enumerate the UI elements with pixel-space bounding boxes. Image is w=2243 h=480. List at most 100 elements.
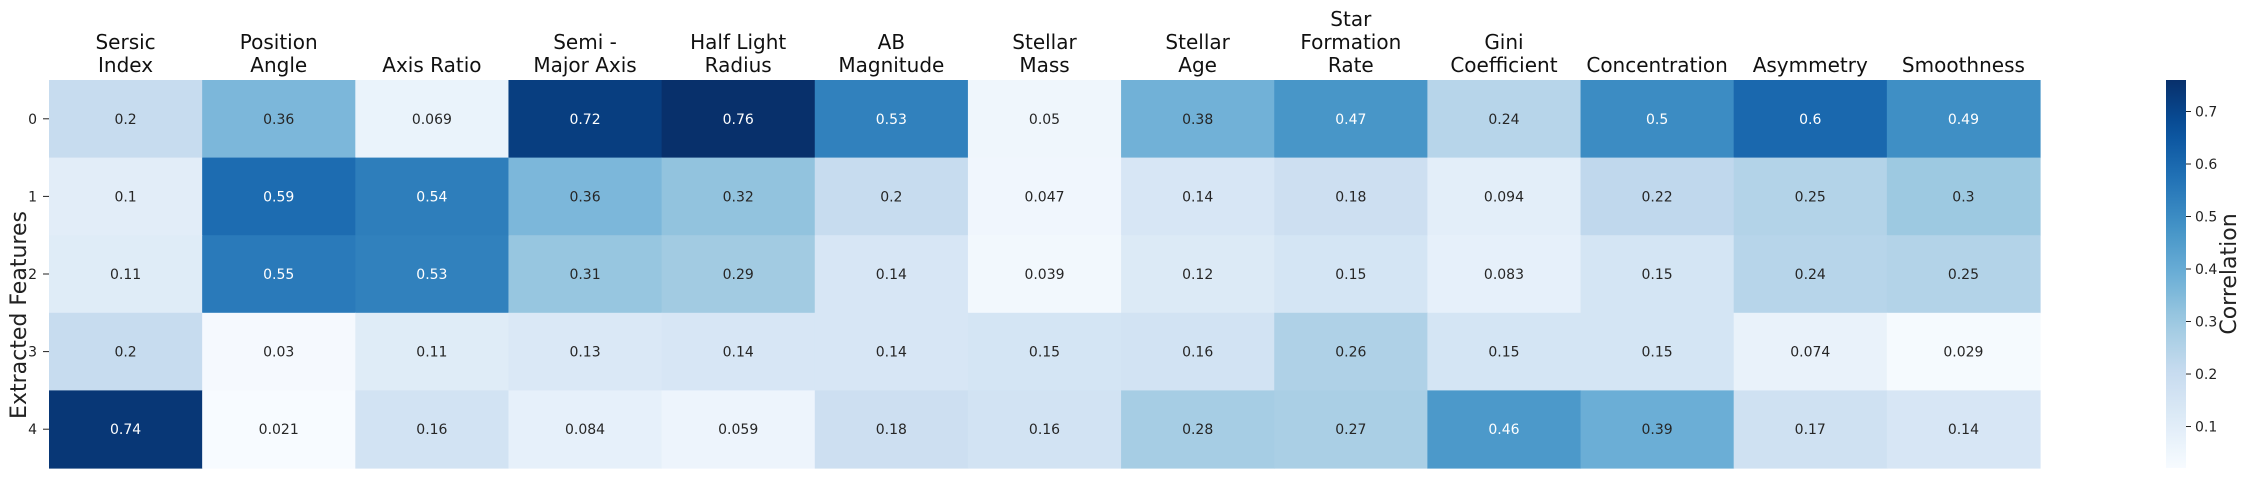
heatmap-cell	[814, 157, 969, 236]
heatmap-cell	[1427, 157, 1582, 236]
cell-value-label: 0.72	[569, 112, 600, 128]
cell-value-label: 0.3	[1952, 189, 1974, 205]
heatmap-cell	[355, 157, 510, 236]
cell-value-label: 0.55	[263, 267, 294, 283]
cell-value-label: 0.16	[416, 422, 447, 438]
cell-value-label: 0.039	[1024, 267, 1064, 283]
colorbar: 0.1 0.2 0.3 0.4 0.5 0.6 0.7 Correlation	[2166, 80, 2242, 468]
heatmap-cell	[967, 390, 1122, 469]
heatmap-cell	[508, 235, 663, 314]
cell-value-label: 0.6	[1799, 112, 1821, 128]
cell-value-label: 0.15	[1488, 345, 1519, 361]
heatmap-cell	[1733, 235, 1888, 314]
cell-value-label: 0.14	[876, 345, 907, 361]
heatmap-cell	[661, 80, 816, 159]
column-label: AB	[878, 30, 905, 54]
row-label: 3	[28, 345, 37, 361]
cell-value-label: 0.094	[1484, 189, 1524, 205]
heatmap-cell	[508, 312, 663, 391]
heatmap-cell	[49, 312, 203, 391]
heatmap-cell	[1427, 80, 1582, 159]
cell-value-label: 0.17	[1795, 422, 1826, 438]
heatmap-cell	[1886, 235, 2041, 314]
column-label: Age	[1178, 53, 1217, 77]
cell-value-label: 0.31	[569, 267, 600, 283]
heatmap-cell	[1121, 390, 1275, 469]
cell-value-label: 0.14	[723, 345, 754, 361]
heatmap-cell	[508, 390, 663, 469]
cell-value-label: 0.53	[876, 112, 907, 128]
cell-value-label: 0.32	[723, 189, 754, 205]
column-label: Rate	[1328, 53, 1374, 77]
cell-value-label: 0.029	[1943, 345, 1983, 361]
heatmap-cell	[1886, 390, 2041, 469]
column-label: Radius	[705, 53, 772, 77]
cell-value-label: 0.36	[569, 189, 600, 205]
column-label: Mass	[1019, 53, 1069, 77]
cell-value-label: 0.18	[1335, 189, 1366, 205]
colorbar-tick-label: 0.6	[2195, 157, 2217, 173]
heatmap-cell	[355, 235, 510, 314]
cell-value-label: 0.12	[1182, 267, 1213, 283]
cell-value-label: 0.1	[114, 189, 136, 205]
heatmap-cell	[49, 80, 203, 159]
cell-value-label: 0.29	[723, 267, 754, 283]
heatmap-cell	[967, 80, 1122, 159]
heatmap-cell	[1274, 235, 1428, 314]
colorbar-tick-label: 0.4	[2195, 262, 2217, 278]
heatmap-cell	[355, 80, 510, 159]
cell-value-label: 0.15	[1029, 345, 1060, 361]
heatmap-cell	[508, 80, 663, 159]
cell-value-label: 0.39	[1642, 422, 1673, 438]
heatmap-cell	[355, 312, 510, 391]
cell-value-label: 0.18	[876, 422, 907, 438]
cell-value-label: 0.26	[1335, 345, 1366, 361]
heatmap-cell	[1427, 312, 1582, 391]
heatmap-cell	[1580, 235, 1735, 314]
column-label: Magnitude	[838, 53, 944, 77]
heatmap-cell	[202, 157, 356, 236]
cell-value-label: 0.22	[1642, 189, 1673, 205]
cell-value-label: 0.2	[114, 112, 136, 128]
colorbar-tick-label: 0.1	[2195, 420, 2217, 436]
row-label: 2	[28, 267, 37, 283]
heatmap-cell	[1886, 80, 2041, 159]
heatmap-cell	[1274, 390, 1428, 469]
cell-value-label: 0.76	[723, 112, 754, 128]
cell-value-label: 0.03	[263, 345, 294, 361]
heatmap-cell	[202, 80, 356, 159]
heatmap-cell	[1274, 157, 1428, 236]
heatmap-cells: 0.2 0.36 0.069 0.72 0.76 0.53 0.05 0.38 0.47 0.24…	[49, 80, 2041, 469]
cell-value-label: 0.16	[1182, 345, 1213, 361]
row-label: 0	[28, 112, 37, 128]
cell-value-label: 0.15	[1642, 345, 1673, 361]
column-label: Gini	[1484, 30, 1523, 54]
heatmap-cell	[508, 157, 663, 236]
cell-value-label: 0.15	[1642, 267, 1673, 283]
heatmap-cell	[661, 312, 816, 391]
cell-value-label: 0.074	[1790, 345, 1830, 361]
column-label: Smoothness	[1902, 53, 2025, 77]
heatmap-cell	[1274, 80, 1428, 159]
cell-value-label: 0.28	[1182, 422, 1213, 438]
cell-value-label: 0.24	[1795, 267, 1826, 283]
cell-value-label: 0.36	[263, 112, 294, 128]
heatmap-cell	[1886, 157, 2041, 236]
column-label: Star	[1330, 7, 1372, 31]
column-label: Sersic	[95, 30, 155, 54]
heatmap-cell	[1121, 80, 1275, 159]
colorbar-tick-label: 0.3	[2195, 315, 2217, 331]
colorbar-tick-label: 0.5	[2195, 210, 2217, 226]
cell-value-label: 0.021	[259, 422, 299, 438]
heatmap-cell	[1580, 80, 1735, 159]
cell-value-label: 0.53	[416, 267, 447, 283]
cell-value-label: 0.16	[1029, 422, 1060, 438]
heatmap-cell	[661, 235, 816, 314]
column-label: Major Axis	[533, 53, 636, 77]
heatmap-cell	[1427, 235, 1582, 314]
cell-value-label: 0.083	[1484, 267, 1524, 283]
cell-value-label: 0.13	[569, 345, 600, 361]
heatmap-cell	[202, 390, 356, 469]
